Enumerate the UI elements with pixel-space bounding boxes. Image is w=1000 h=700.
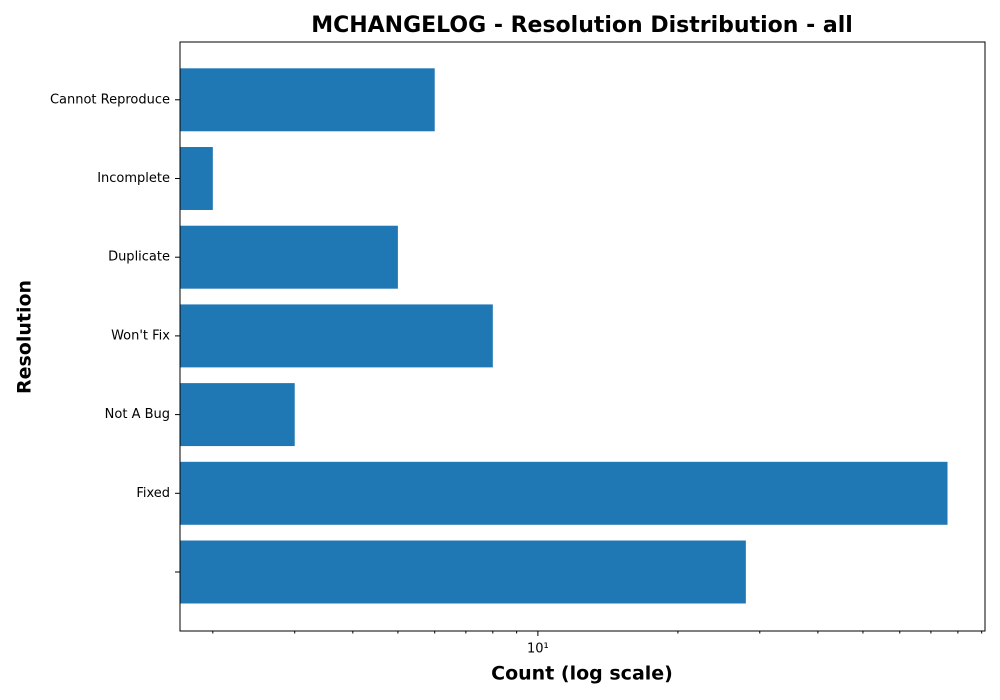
chart-title: MCHANGELOG - Resolution Distribution - a… bbox=[311, 13, 853, 38]
bar bbox=[180, 461, 948, 525]
y-tick-label: Fixed bbox=[136, 486, 170, 501]
plot-frame bbox=[179, 41, 986, 632]
x-axis-label: Count (log scale) bbox=[491, 663, 673, 685]
bar bbox=[180, 383, 295, 447]
bar bbox=[180, 68, 435, 132]
y-tick-label: Duplicate bbox=[108, 250, 170, 265]
y-tick-label: Won't Fix bbox=[111, 328, 170, 343]
bar bbox=[180, 304, 493, 368]
y-tick-label: Not A Bug bbox=[105, 407, 170, 422]
bar bbox=[180, 225, 398, 289]
bar bbox=[180, 540, 746, 604]
y-tick-label: Incomplete bbox=[97, 171, 170, 186]
y-axis-label: Resolution bbox=[14, 280, 36, 394]
x-tick-label: 10¹ bbox=[527, 642, 549, 657]
y-tick-label: Cannot Reproduce bbox=[50, 92, 170, 107]
bar bbox=[180, 147, 213, 210]
